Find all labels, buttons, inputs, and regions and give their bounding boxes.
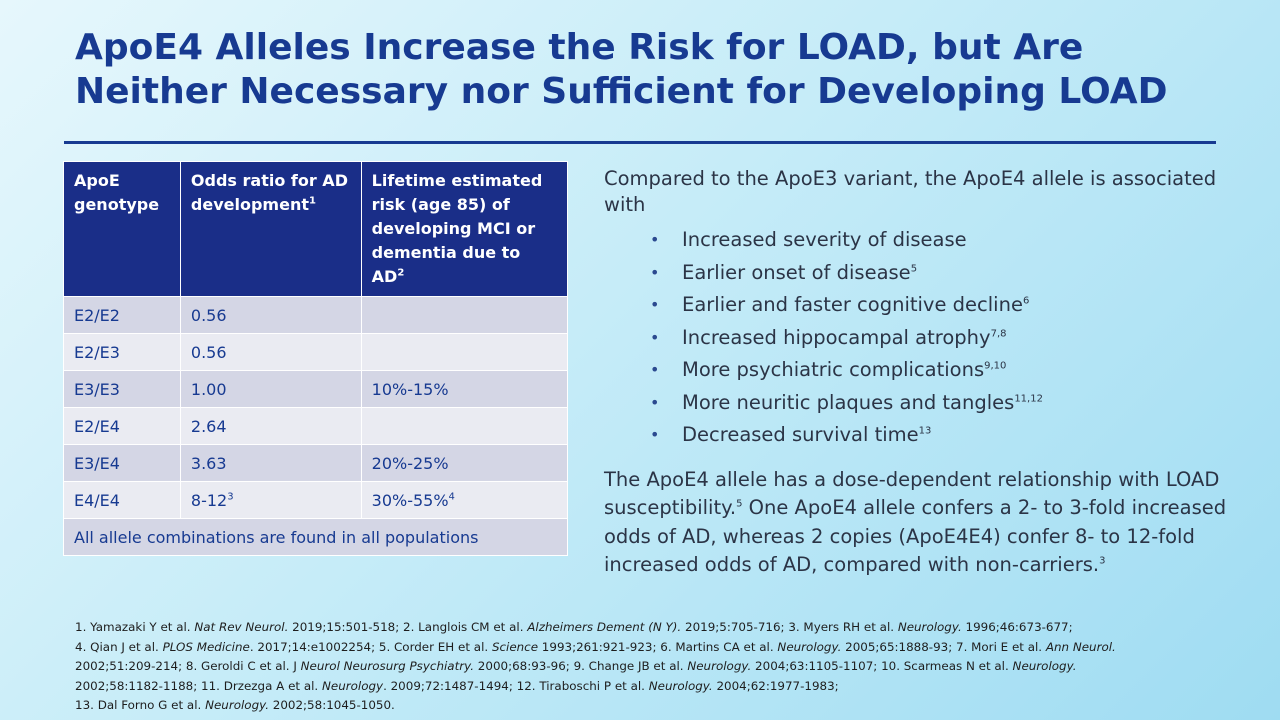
bullet-icon: •: [650, 327, 660, 347]
table-row: E3/E4 3.63 20%-25%: [63, 444, 569, 482]
cell-risk: [360, 333, 569, 371]
table-footer-row: All allele combinations are found in all…: [63, 518, 568, 556]
intro-text: Compared to the ApoE3 variant, the ApoE4…: [604, 167, 1217, 216]
cell-odds: 1.00: [179, 370, 362, 408]
bullet-icon: •: [650, 262, 660, 282]
findings-panel: Compared to the ApoE3 variant, the ApoE4…: [604, 166, 1234, 580]
list-item: • Earlier and faster cognitive decline6: [604, 289, 1234, 322]
cell-genotype: E3/E3: [63, 370, 181, 408]
bullet-icon: •: [650, 295, 660, 314]
header-odds-ratio: Odds ratio for AD development1: [179, 161, 362, 297]
cell-odds: 3.63: [179, 444, 362, 482]
cell-genotype: E3/E4: [63, 444, 181, 482]
reference-line: 4. Qian J et al. PLOS Medicine. 2017;14:…: [75, 639, 1116, 654]
header-genotype: ApoE genotype: [63, 161, 181, 297]
title-line-2: Neither Necessary nor Sufficient for Dev…: [75, 71, 1168, 112]
list-item: • More neuritic plaques and tangles11,12: [604, 387, 1234, 420]
cell-odds: 0.56: [179, 296, 362, 334]
table-row: E2/E2 0.56: [63, 296, 569, 334]
list-item: • Increased severity of disease: [604, 224, 1234, 257]
bullet-icon: •: [650, 230, 660, 249]
dose-relationship-text: The ApoE4 allele has a dose-dependent re…: [604, 467, 1227, 577]
findings-list: • Increased severity of disease • Earlier …: [604, 224, 1234, 452]
reference-line: 2002;58:1182-1188; 11. Drzezga A et al. …: [75, 678, 839, 693]
cell-genotype: E4/E4: [63, 481, 181, 519]
table-row: E3/E3 1.00 10%-15%: [63, 370, 569, 408]
title-line-1: ApoE4 Alleles Increase the Risk for LOAD…: [75, 27, 1084, 68]
table-header-row: ApoE genotype Odds ratio for AD developm…: [63, 161, 569, 297]
cell-odds: 0.56: [179, 333, 362, 371]
table-row: E4/E4 8-123 30%-55%4: [63, 481, 569, 519]
slide-title: ApoE4 Alleles Increase the Risk for LOAD…: [75, 26, 1225, 114]
cell-genotype: E2/E3: [63, 333, 181, 371]
list-item: • Increased hippocampal atrophy7,8: [604, 322, 1234, 355]
bullet-icon: •: [650, 425, 660, 444]
cell-risk: [360, 296, 569, 334]
table-footer-note: All allele combinations are found in all…: [63, 518, 568, 556]
list-item: • Decreased survival time13: [604, 419, 1234, 452]
cell-genotype: E2/E4: [63, 407, 181, 445]
list-item: • More psychiatric complications9,10: [604, 354, 1234, 387]
reference-line: 1. Yamazaki Y et al. Nat Rev Neurol. 201…: [75, 620, 1073, 634]
reference-line: 13. Dal Forno G et al. Neurology. 2002;5…: [75, 698, 395, 713]
references: 1. Yamazaki Y et al. Nat Rev Neurol. 201…: [75, 618, 1235, 716]
table-row: E2/E3 0.56: [63, 333, 569, 371]
cell-risk: [360, 407, 569, 445]
reference-line: 2002;51:209-214; 8. Geroldi C et al. J N…: [75, 659, 1077, 674]
header-lifetime-risk: Lifetime estimated risk (age 85) of deve…: [360, 161, 569, 297]
title-divider: [64, 141, 1216, 144]
table-row: E2/E4 2.64: [63, 407, 569, 445]
list-item: • Earlier onset of disease5: [604, 257, 1234, 290]
cell-genotype: E2/E2: [63, 296, 181, 334]
cell-risk: 20%-25%: [360, 444, 569, 482]
bullet-icon: •: [650, 392, 660, 412]
cell-risk: 30%-55%4: [360, 481, 569, 519]
cell-odds: 2.64: [179, 407, 362, 445]
cell-odds: 8-123: [179, 481, 362, 519]
cell-risk: 10%-15%: [360, 370, 569, 408]
bullet-icon: •: [650, 360, 660, 379]
genotype-table: ApoE genotype Odds ratio for AD developm…: [63, 161, 569, 556]
